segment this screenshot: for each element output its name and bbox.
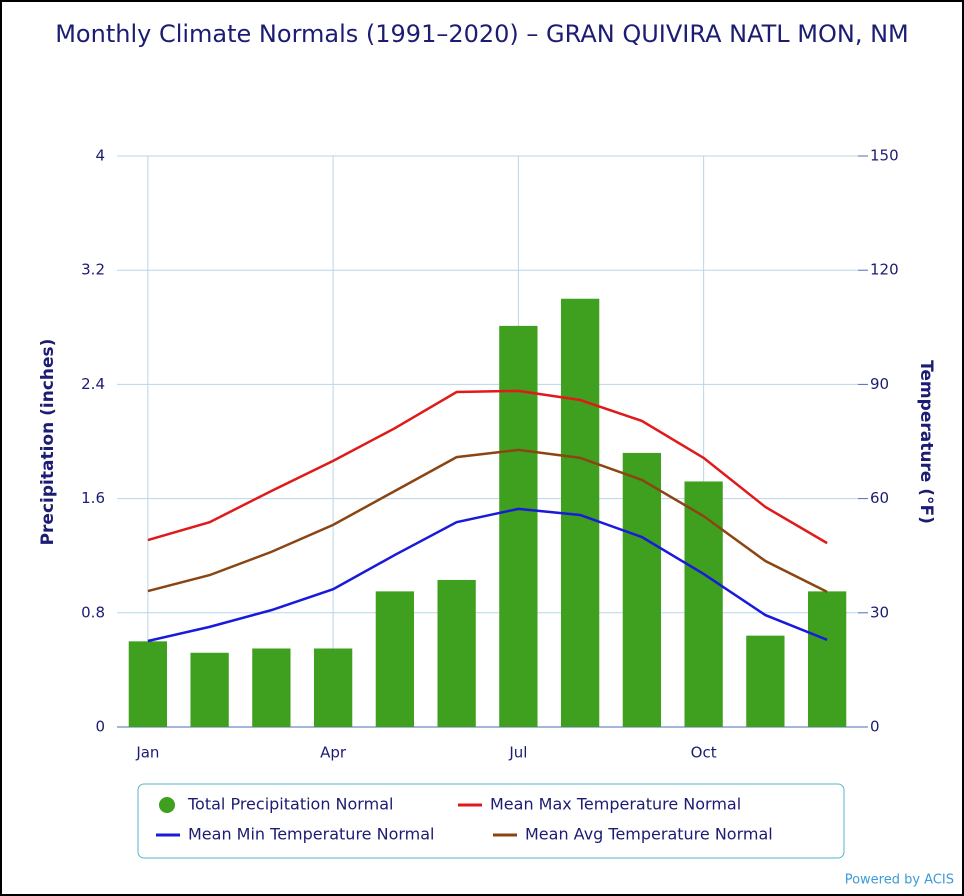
legend-label: Mean Min Temperature Normal: [188, 825, 434, 844]
line: [147, 448, 828, 593]
bar: [499, 325, 538, 727]
bar: [807, 591, 847, 727]
line: [147, 507, 828, 643]
legend-label: Total Precipitation Normal: [187, 795, 393, 814]
y2-tick-label: 0: [870, 718, 880, 736]
x-tick-label: Oct: [691, 744, 717, 762]
bar: [375, 591, 415, 727]
bar: [128, 641, 168, 727]
y-axis-title: Precipitation (inches): [38, 339, 58, 546]
bar: [622, 452, 662, 727]
legend-marker: [159, 797, 175, 813]
y-tick-label: 4: [95, 147, 105, 165]
y-tick-label: 3.2: [81, 261, 105, 279]
legend-label: Mean Avg Temperature Normal: [525, 825, 773, 844]
bar: [684, 481, 723, 727]
chart-title: Monthly Climate Normals (1991–2020) – GR…: [55, 20, 909, 48]
bar: [252, 648, 291, 727]
y2-tick-label: 120: [870, 261, 899, 279]
bar: [746, 635, 785, 727]
y2-axis-title: Temperature (°F): [916, 360, 936, 524]
bar: [190, 652, 229, 727]
x-tick-label: Apr: [320, 744, 347, 762]
legend-box: [137, 783, 845, 859]
y2-tick-label: 150: [870, 147, 899, 165]
y2-tick-label: 60: [870, 489, 889, 507]
x-tick-label: Jan: [135, 744, 159, 762]
y-tick-label: 2.4: [81, 375, 105, 393]
credit[interactable]: Powered by ACIS: [845, 873, 954, 888]
legend-label: Mean Max Temperature Normal: [490, 795, 741, 814]
y2-tick-label: 90: [870, 375, 889, 393]
y2-tick-label: 30: [870, 603, 889, 621]
y-tick-label: 0.8: [81, 603, 105, 621]
line: [147, 389, 828, 545]
x-tick-label: Jul: [508, 744, 527, 762]
y-tick-label: 1.6: [81, 489, 105, 507]
y-tick-label: 0: [95, 718, 105, 736]
bar: [437, 579, 476, 727]
bar: [313, 648, 353, 727]
